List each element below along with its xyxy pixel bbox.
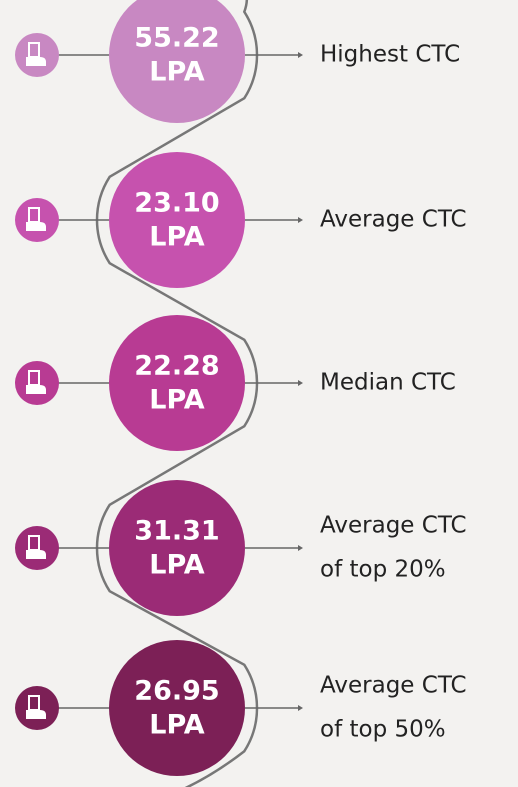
unit-text: LPA — [149, 222, 205, 253]
arrow-head — [298, 380, 303, 386]
unit-text: LPA — [149, 710, 205, 741]
icon-circle — [15, 686, 59, 730]
value-circle — [109, 640, 245, 776]
value-text: 26.95 — [134, 676, 219, 707]
label-text: of top 50% — [320, 717, 446, 743]
arrow-head — [298, 52, 303, 58]
icon-circle — [15, 526, 59, 570]
unit-text: LPA — [149, 385, 205, 416]
hand-icon — [26, 222, 46, 231]
connector-curve — [95, 0, 259, 787]
label-text: Average CTC — [320, 673, 467, 699]
label-text: Average CTC — [320, 207, 467, 233]
hand-icon — [26, 550, 46, 559]
hand-icon — [26, 385, 46, 394]
value-text: 55.22 — [134, 23, 219, 54]
arrow-head — [298, 705, 303, 711]
value-text: 31.31 — [134, 516, 219, 547]
unit-text: LPA — [149, 57, 205, 88]
hand-icon — [26, 710, 46, 719]
hand-icon — [26, 57, 46, 66]
label-text: Highest CTC — [320, 42, 460, 68]
value-circle — [109, 315, 245, 451]
icon-circle — [15, 33, 59, 77]
value-circle — [109, 0, 245, 123]
label-text: Median CTC — [320, 370, 456, 396]
arrow-head — [298, 217, 303, 223]
label-text: of top 20% — [320, 557, 446, 583]
arrow-head — [298, 545, 303, 551]
value-text: 22.28 — [134, 351, 219, 382]
unit-text: LPA — [149, 550, 205, 581]
label-text: Average CTC — [320, 513, 467, 539]
value-text: 23.10 — [134, 188, 219, 219]
value-circle — [109, 480, 245, 616]
value-circle — [109, 152, 245, 288]
icon-circle — [15, 361, 59, 405]
icon-circle — [15, 198, 59, 242]
